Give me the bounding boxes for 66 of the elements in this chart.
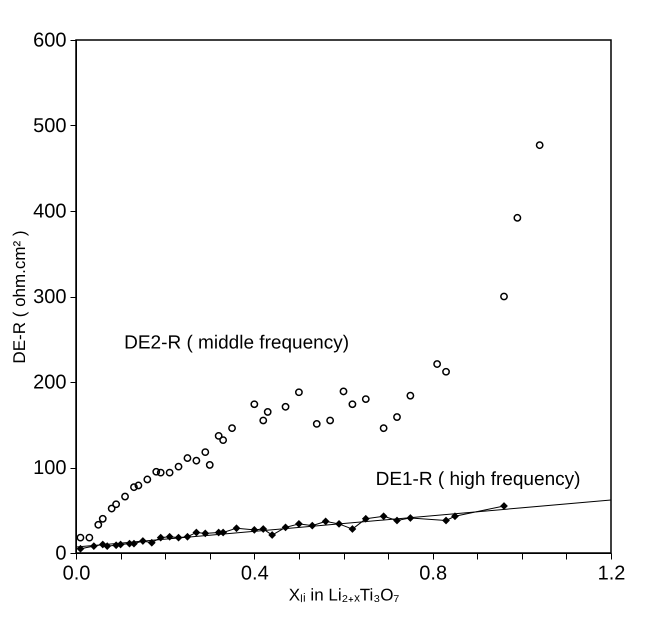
point [500,292,508,300]
point [442,368,450,376]
point [152,468,160,476]
point [500,502,508,510]
point [76,544,84,553]
point [259,416,268,424]
point [192,456,200,465]
y-tick-label: 400 [33,200,66,222]
series-label: DE2-R ( middle frequency) [124,332,350,354]
point [143,476,152,484]
point [295,388,303,396]
y-tick-label: 0 [55,542,66,564]
point [326,416,334,424]
point [312,420,321,428]
x-tick-label: 0.8 [419,562,448,584]
x-tick-label: 0.0 [62,562,90,584]
point [192,528,200,536]
point [214,432,223,440]
point [268,531,276,539]
x-tick-label: 1.2 [598,562,626,584]
point [206,461,214,469]
point [340,388,348,396]
point [322,517,330,526]
point [184,454,192,462]
point [112,500,120,508]
point [201,448,210,456]
point [108,504,116,512]
series-label: DE1-R ( high frequency) [376,469,580,490]
point [94,520,102,529]
point [295,520,303,528]
point [130,483,138,492]
point [98,514,107,523]
x-tick-label: 0.4 [240,562,269,584]
point [76,534,84,542]
y-tick-label: 200 [33,372,66,394]
point [348,400,356,408]
point [406,392,414,400]
point [259,525,268,533]
point [85,534,94,542]
point [442,516,450,524]
point [219,436,228,444]
point [513,214,522,222]
point [134,482,142,490]
x-axis-title: Xₗᵢ in Li₂₊ₓTi₃O₇ [288,586,400,604]
point [174,462,182,471]
point [282,402,290,411]
point [348,525,356,533]
y-tick-label: 100 [33,457,66,479]
point [433,360,442,368]
point [264,408,272,416]
point [166,468,174,477]
point [250,400,258,408]
point [232,524,240,532]
y-tick-label: 300 [33,286,66,308]
point [393,413,401,421]
y-tick-label: 600 [33,30,66,52]
point [451,512,459,520]
point [121,492,129,500]
point [228,424,236,432]
point [380,424,388,432]
point [380,512,388,520]
point [536,141,544,150]
y-tick-label: 500 [33,115,66,137]
y-axis-title: DE-R ( ohm.cm² ) [10,230,30,364]
point [156,468,165,477]
point [362,395,370,404]
